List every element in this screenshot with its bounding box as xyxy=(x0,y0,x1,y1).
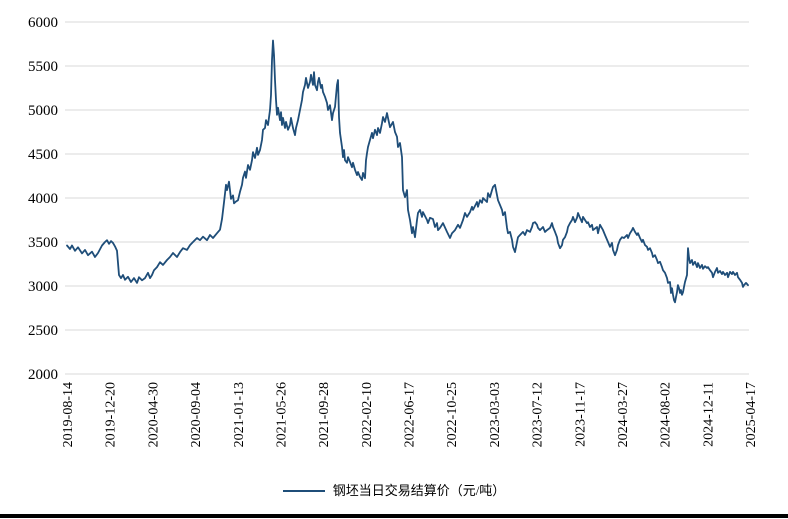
y-axis-tick-label: 3000 xyxy=(28,279,58,295)
y-axis-tick-label: 4500 xyxy=(28,147,58,163)
x-axis-tick-label: 2023-11-17 xyxy=(573,382,588,447)
x-axis-tick-label: 2025-04-17 xyxy=(744,382,759,447)
x-axis-tick-label: 2024-03-27 xyxy=(616,382,631,447)
chart-legend: 钢坯当日交易结算价（元/吨） xyxy=(0,482,788,500)
legend-series-label: 钢坯当日交易结算价（元/吨） xyxy=(332,483,506,498)
x-axis-tick-label: 2023-03-03 xyxy=(488,382,503,447)
x-axis-tick-label: 2023-07-12 xyxy=(531,382,546,447)
x-axis-tick-label: 2021-01-13 xyxy=(232,382,247,447)
x-axis-tick-label: 2022-10-25 xyxy=(445,382,460,447)
page-bottom-border xyxy=(0,514,788,518)
x-axis-tick-label: 2022-06-17 xyxy=(403,382,418,447)
x-axis-tick-label: 2021-09-28 xyxy=(317,382,332,447)
y-axis-labels: 6000 5500 5000 4500 4000 3500 3000 2500 2000 xyxy=(28,15,58,383)
x-axis-tick-label: 2019-12-20 xyxy=(104,382,119,447)
legend-line-marker xyxy=(282,490,325,492)
x-axis-tick-label: 2024-12-11 xyxy=(701,382,716,447)
x-axis-tick-label: 2020-04-30 xyxy=(146,382,161,447)
y-axis-tick-label: 2500 xyxy=(28,323,58,339)
y-axis-tick-label: 6000 xyxy=(28,15,58,31)
y-axis-tick-label: 3500 xyxy=(28,235,58,251)
price-series-line xyxy=(66,39,749,304)
y-axis-tick-label: 5000 xyxy=(28,103,58,119)
x-axis-labels: 2019-08-14 2019-12-20 2020-04-30 2020-09-04… xyxy=(61,382,759,447)
x-axis-tick-label: 2022-02-10 xyxy=(360,382,375,447)
y-axis-tick-label: 2000 xyxy=(28,367,58,383)
x-axis-tick-label: 2024-08-02 xyxy=(659,382,674,447)
x-axis-tick-label: 2020-09-04 xyxy=(189,382,204,447)
y-axis-tick-label: 5500 xyxy=(28,59,58,75)
y-axis-tick-label: 4000 xyxy=(28,191,58,207)
x-axis-tick-label: 2019-08-14 xyxy=(61,382,76,447)
x-axis-tick-label: 2021-05-26 xyxy=(274,382,289,447)
